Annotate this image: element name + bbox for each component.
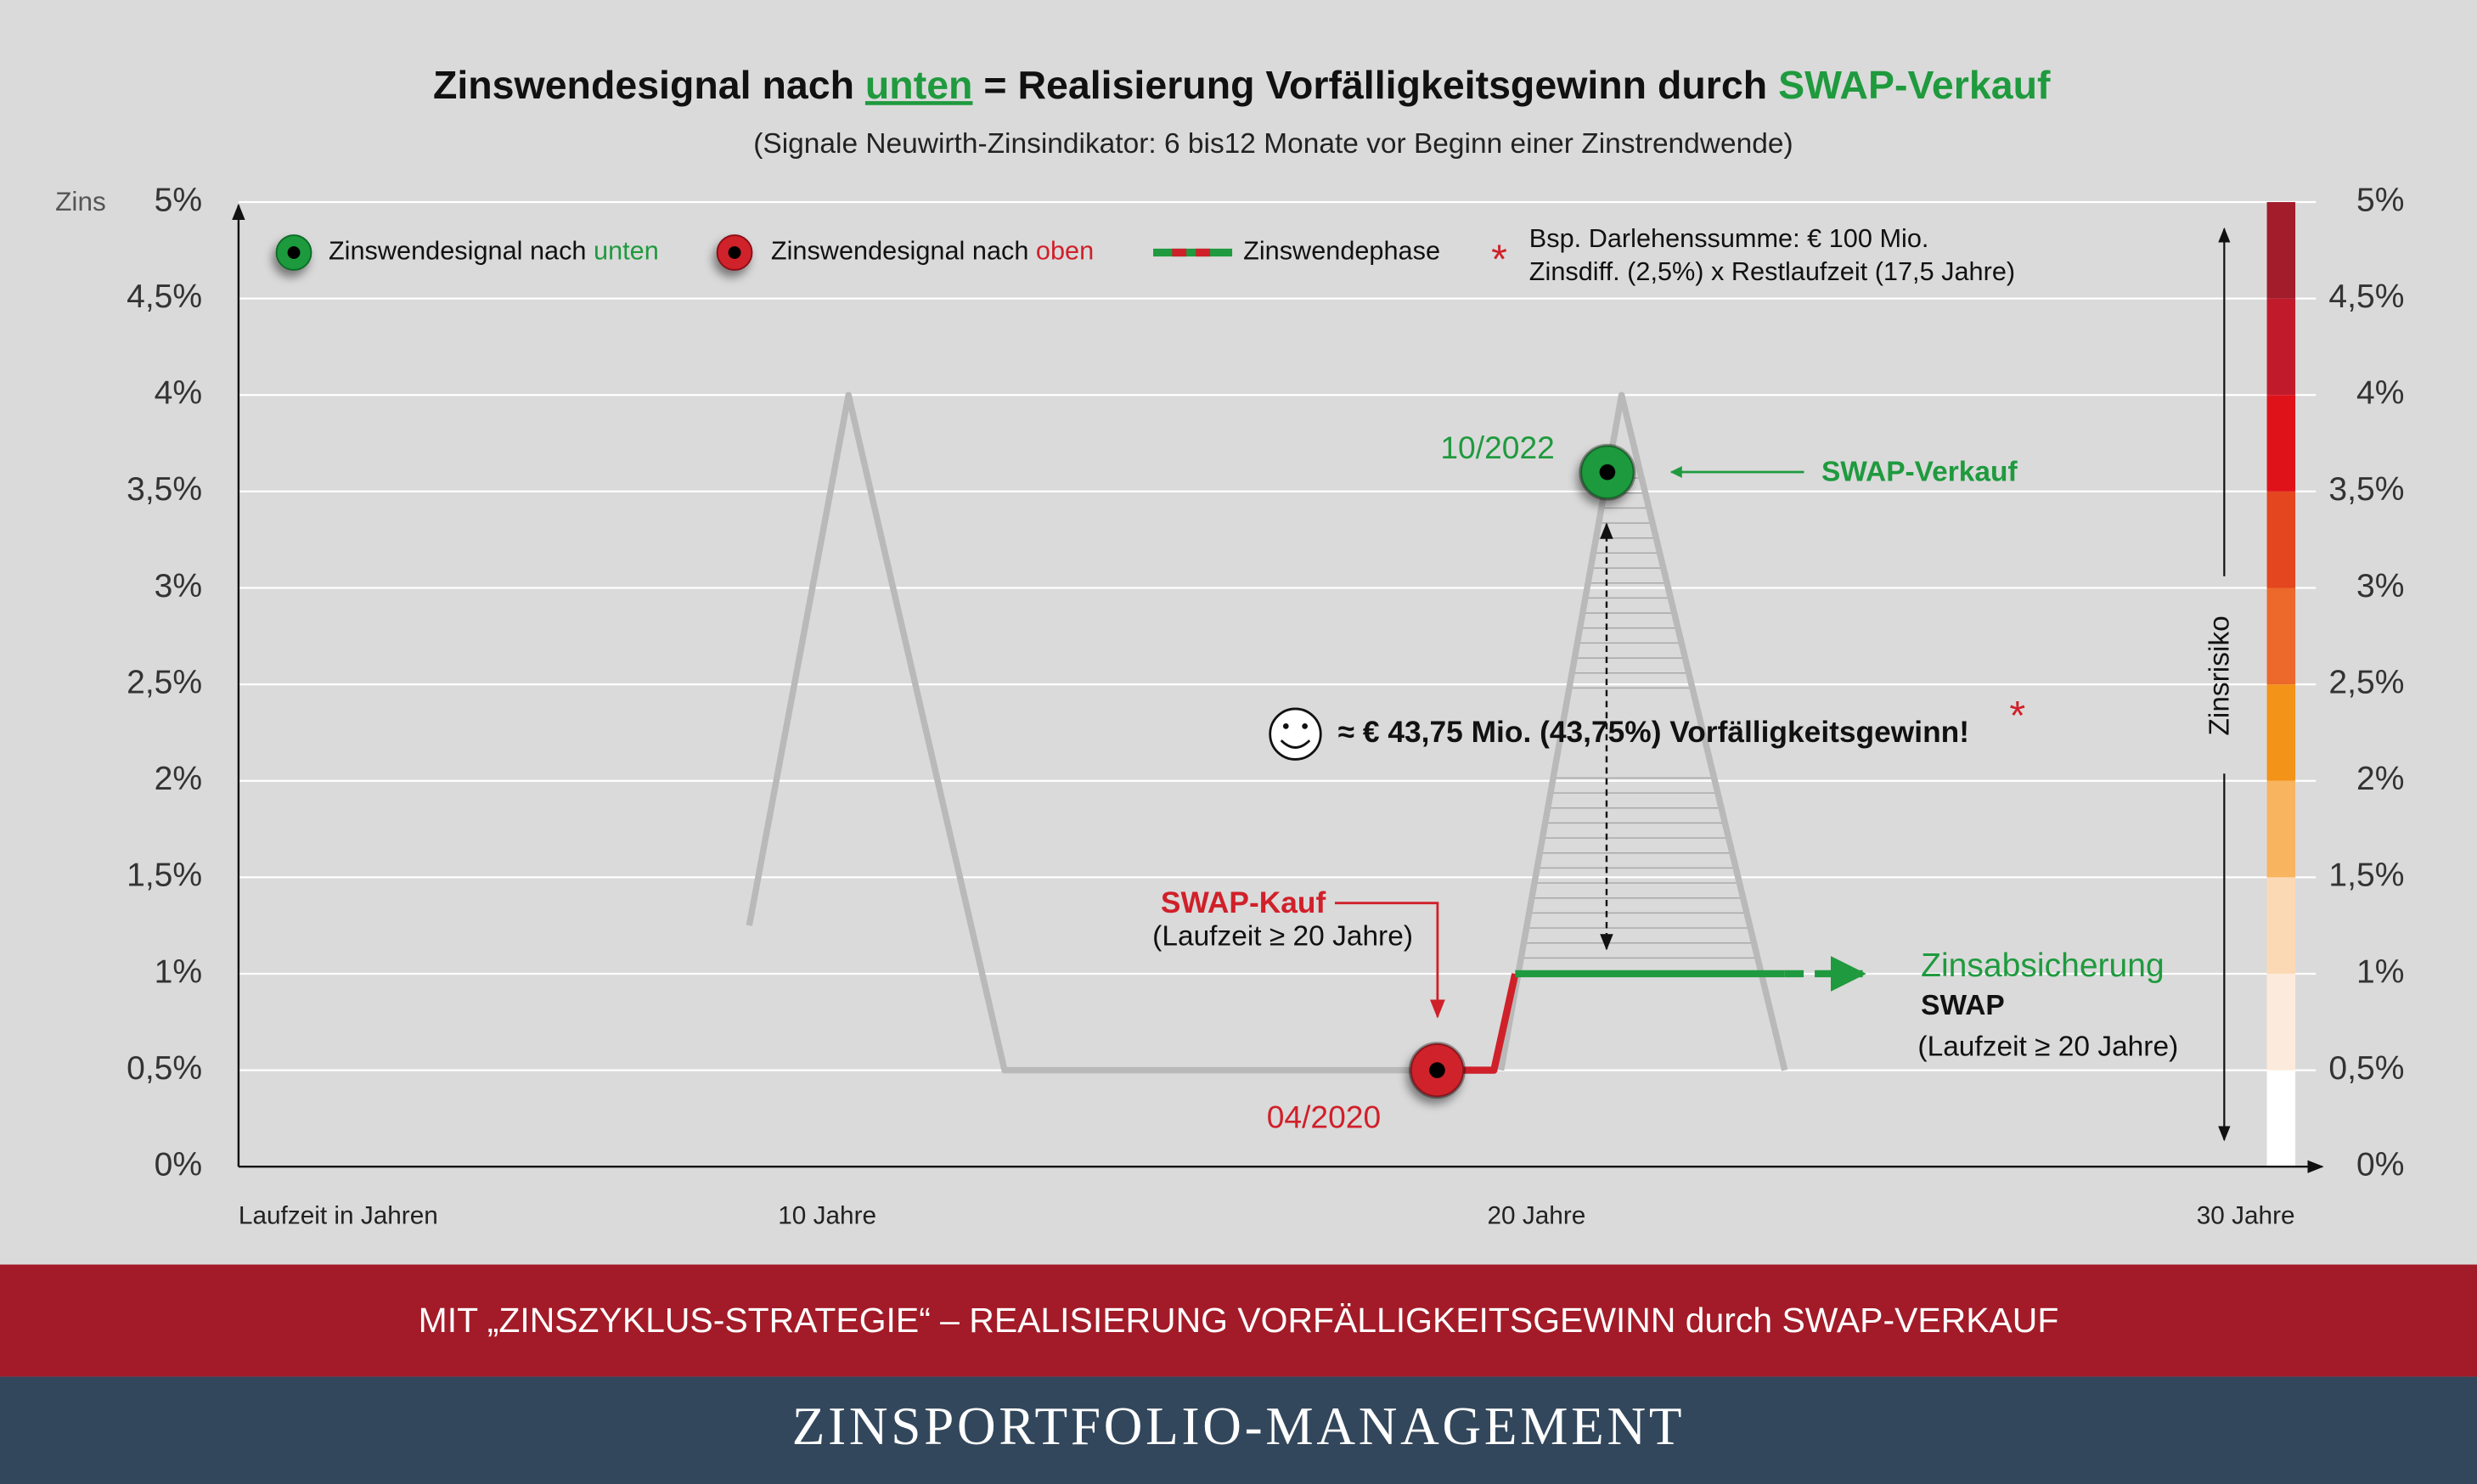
x-axis-label: Laufzeit in Jahren	[239, 1202, 438, 1230]
y2-tick-label: 4,5%	[2328, 278, 2404, 315]
risk-band	[2266, 1070, 2296, 1167]
y-tick-label: 0%	[155, 1147, 202, 1183]
note-line: Bsp. Darlehenssumme: € 100 Mio.	[1529, 223, 1929, 253]
legend-text: Zinswendesignal nach	[771, 236, 1036, 266]
risk-band	[2266, 298, 2296, 396]
y2-tick-label: 5%	[2356, 182, 2404, 218]
annotation-arrow	[1334, 902, 1445, 1019]
legend: Zinswendesignal nach unten Zinswendesign…	[275, 223, 2015, 286]
annotation: SWAP-Kauf	[1161, 886, 1326, 919]
chart-title: Zinswendesignal nach unten = Realisierun…	[433, 63, 2051, 107]
risk-label: Zinsrisiko	[2204, 616, 2235, 735]
y-tick-label: 2,5%	[127, 664, 202, 700]
strategy-text: MIT „ZINSZYKLUS-STRATEGIE“ – REALISIERUN…	[419, 1301, 2059, 1340]
y2-tick-label: 1%	[2356, 953, 2404, 990]
annotation: ≈ € 43,75 Mio. (43,75%) Vorfälligkeitsge…	[1338, 716, 1969, 749]
y2-tick-label: 4%	[2356, 375, 2404, 412]
risk-band	[2266, 491, 2296, 588]
risk-band	[2266, 587, 2296, 685]
x-tick-label: 20 Jahre	[1487, 1202, 1585, 1230]
legend-entry: Zinswendephase	[1243, 236, 1440, 266]
point-label: 10/2022	[1440, 430, 1554, 465]
brand-text: ZINSPORTFOLIO-MANAGEMENT	[792, 1397, 1686, 1456]
brand-banner	[0, 1376, 2477, 1484]
annotation: (Laufzeit ≥ 20 Jahre)	[1152, 920, 1413, 952]
title-part: = Realisierung Vorfälligkeitsgewinn durc…	[972, 63, 1778, 107]
y2-tick-label: 3%	[2356, 568, 2404, 604]
y2-tick-label: 2%	[2356, 761, 2404, 797]
risk-band	[2266, 202, 2296, 299]
risk-band	[2266, 973, 2296, 1071]
legend-highlight: oben	[1036, 236, 1094, 266]
legend-marker-core	[728, 246, 741, 259]
annotation: (Laufzeit ≥ 20 Jahre)	[1917, 1031, 2178, 1063]
annotation-star: *	[2009, 693, 2025, 739]
y2-tick-label: 0%	[2356, 1147, 2404, 1183]
title-part: unten	[865, 63, 973, 107]
smiley-mouth	[1280, 739, 1311, 749]
y-tick-label: 4%	[155, 375, 202, 412]
smiley	[1269, 707, 1322, 761]
note-star: *	[1491, 236, 1507, 282]
y-tick-label: 0,5%	[127, 1050, 202, 1087]
strategy-banner	[0, 1264, 2477, 1377]
legend-entry: Zinswendesignal nach oben	[771, 236, 1094, 266]
x-tick-label: 10 Jahre	[778, 1202, 876, 1230]
y2-tick-label: 2,5%	[2328, 664, 2404, 700]
y-tick-label: 3,5%	[127, 471, 202, 508]
note-line: Zinsdiff. (2,5%) x Restlaufzeit (17,5 Ja…	[1529, 256, 2015, 286]
y2-tick-label: 1,5%	[2328, 857, 2404, 894]
background	[0, 0, 2477, 1265]
legend-marker-core	[287, 246, 301, 259]
risk-band	[2266, 877, 2296, 974]
annotation: Zinsabsicherung	[1921, 947, 2165, 984]
signal-point-core	[1599, 464, 1616, 481]
title-part: SWAP-Verkauf	[1778, 63, 2051, 107]
y-tick-label: 1,5%	[127, 857, 202, 894]
y-tick-label: 4,5%	[127, 278, 202, 315]
risk-band	[2266, 395, 2296, 492]
risk-band	[2266, 684, 2296, 781]
y-tick-label: 3%	[155, 568, 202, 604]
smiley-face	[1269, 707, 1322, 761]
legend-text: Zinswendesignal nach	[329, 236, 594, 266]
signal-point-core	[1429, 1062, 1445, 1078]
legend-highlight: unten	[594, 236, 659, 266]
y-axis-label: Zins	[55, 186, 106, 216]
y-tick-label: 1%	[155, 953, 202, 990]
y2-tick-label: 0,5%	[2328, 1050, 2404, 1087]
series-line	[746, 391, 1788, 1074]
legend-entry: Zinswendesignal nach unten	[329, 236, 659, 266]
smiley-eye	[1282, 723, 1289, 729]
smiley-eye	[1302, 723, 1308, 729]
title-part: Zinswendesignal nach	[433, 63, 865, 107]
risk-band	[2266, 780, 2296, 878]
point-label: 04/2020	[1267, 1099, 1381, 1134]
x-tick-label: 30 Jahre	[2197, 1202, 2295, 1230]
subtitle: (Signale Neuwirth-Zinsindikator: 6 bis12…	[753, 128, 1793, 160]
y-tick-label: 5%	[155, 182, 202, 218]
y2-tick-label: 3,5%	[2328, 471, 2404, 508]
annotation: SWAP	[1921, 990, 2005, 1021]
y-tick-label: 2%	[155, 761, 202, 797]
annotation: SWAP-Verkauf	[1821, 457, 2018, 488]
